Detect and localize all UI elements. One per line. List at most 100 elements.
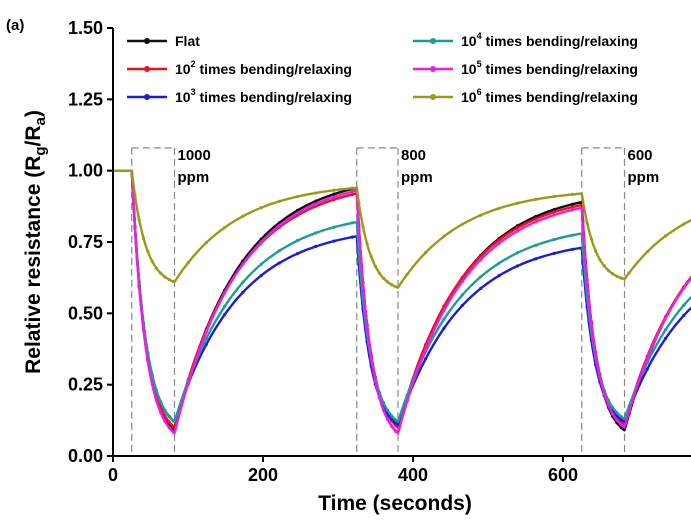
series-point	[141, 328, 146, 332]
series-point	[682, 303, 686, 307]
series-point	[259, 274, 263, 278]
series-point	[394, 421, 398, 425]
y-axis-title: Relative resistance (Rg/Ra)	[22, 110, 49, 374]
series-point	[159, 400, 163, 404]
legend-swatch-marker	[430, 38, 436, 44]
y-tick-label: 1.25	[68, 89, 103, 109]
series-point	[163, 414, 167, 418]
series-line	[113, 169, 691, 426]
series-point	[171, 430, 175, 434]
series-point	[314, 202, 318, 206]
series-point	[159, 271, 163, 275]
legend-entry-base: 10	[461, 61, 477, 77]
y-axis-title-mid: /R	[22, 125, 45, 146]
x-tick-label: 200	[248, 465, 278, 485]
series-point	[295, 208, 300, 212]
series-point	[382, 401, 386, 405]
series-point	[186, 381, 190, 386]
series-point	[663, 336, 668, 341]
series-point	[241, 262, 245, 266]
series-point	[585, 221, 589, 225]
legend-entry-base: Flat	[175, 33, 200, 49]
series-point	[497, 238, 501, 242]
series-point	[390, 283, 394, 287]
series-point	[223, 313, 227, 317]
series-point	[534, 243, 538, 247]
series-point	[163, 419, 167, 423]
series-point	[332, 198, 336, 202]
legend-entry-exponent: 2	[191, 59, 196, 69]
series-point	[390, 414, 394, 418]
series-point	[682, 286, 686, 290]
legend-entry-base: 10	[461, 89, 477, 105]
series-point	[167, 426, 171, 430]
series-point	[460, 293, 464, 297]
series-point	[332, 192, 336, 196]
series-point	[332, 188, 336, 192]
series-point	[611, 406, 615, 410]
series-point	[154, 398, 158, 402]
series-point	[515, 264, 520, 268]
series-line	[113, 169, 691, 289]
legend-entry-exponent: 3	[191, 87, 196, 97]
legend-entry-base: 10	[175, 61, 191, 77]
series-point	[424, 251, 428, 255]
series-point	[515, 201, 520, 205]
series-point	[259, 206, 263, 210]
series-point	[146, 359, 150, 363]
series-point	[154, 266, 158, 270]
series-point	[442, 326, 446, 330]
series-point	[350, 190, 354, 194]
legend-entry-label: 106 times bending/relaxing	[461, 87, 638, 105]
series-point	[223, 291, 227, 295]
series-point	[171, 279, 175, 284]
series-point	[159, 410, 163, 414]
series-point	[171, 424, 175, 429]
x-tick-label: 400	[398, 465, 428, 485]
series-point	[150, 259, 154, 263]
y-tick-label: 0.75	[68, 232, 103, 252]
series-point	[369, 356, 373, 360]
series-point	[373, 379, 377, 383]
series-point	[552, 207, 556, 212]
series-point	[615, 418, 619, 422]
series-point	[350, 186, 354, 190]
y-tick-label: 1.50	[68, 18, 103, 38]
series-line	[113, 169, 691, 423]
y-tick-label: 1.00	[68, 161, 103, 181]
series-point	[241, 214, 245, 218]
series-point	[663, 316, 668, 320]
series-point	[571, 192, 575, 196]
legend-entry-label: 103 times bending/relaxing	[175, 87, 352, 105]
series-point	[594, 249, 598, 253]
series-point	[204, 336, 208, 340]
series-point	[357, 225, 361, 229]
series-point	[552, 213, 556, 217]
series-point	[442, 234, 446, 238]
series-point	[602, 264, 606, 268]
series-point	[163, 275, 167, 279]
ticks: 020040060080010001200140016000.000.250.5…	[68, 18, 578, 485]
series-point	[442, 317, 446, 321]
series-point	[361, 224, 365, 228]
series-point	[615, 411, 619, 415]
series-point	[619, 276, 623, 280]
series-point	[497, 206, 501, 210]
series-point	[515, 226, 520, 230]
legend-swatch-marker	[430, 94, 436, 100]
x-axis-title: Time (seconds)	[318, 492, 472, 515]
series-point	[314, 244, 318, 249]
series-point	[163, 408, 167, 412]
series-point	[350, 192, 354, 197]
x-tick-label: 600	[548, 465, 578, 485]
exposure-unit-label: ppm	[628, 169, 660, 186]
series-point	[295, 211, 300, 215]
series-point	[571, 208, 575, 212]
legend-entry-exponent: 6	[477, 87, 482, 97]
series-point	[186, 261, 190, 265]
series-point	[314, 191, 318, 195]
series-point	[365, 242, 369, 246]
series-point	[141, 236, 146, 240]
